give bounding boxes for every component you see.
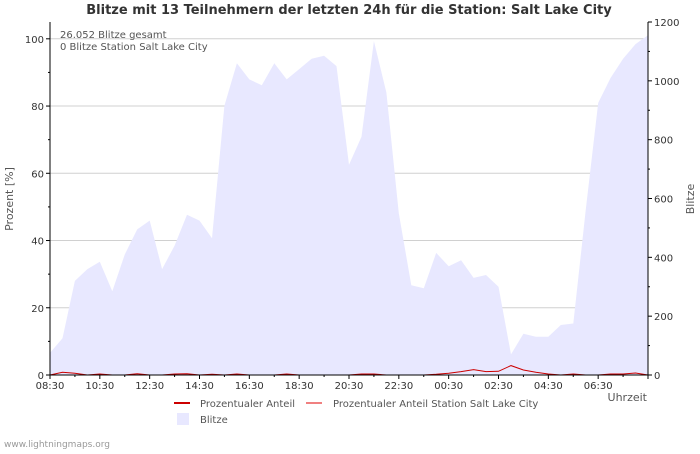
- x-tick-label: 06:30: [584, 381, 613, 392]
- x-tick-label: 16:30: [235, 381, 264, 392]
- legend-label-blitze: Blitze: [200, 415, 228, 426]
- x-tick-label: 00:30: [434, 381, 463, 392]
- y-left-tick-label: 60: [31, 169, 44, 180]
- x-tick-label: 12:30: [135, 381, 164, 392]
- y-left-tick-label: 100: [25, 35, 44, 46]
- x-tick-label: 04:30: [534, 381, 563, 392]
- x-tick-label: 14:30: [185, 381, 214, 392]
- x-axis-label: Uhrzeit: [608, 391, 648, 404]
- x-tick-label: 18:30: [285, 381, 314, 392]
- y-axis-right-label: Blitze: [684, 184, 697, 215]
- x-tick-label: 02:30: [484, 381, 513, 392]
- legend-label-prozentualer-anteil: Prozentualer Anteil: [200, 399, 295, 410]
- annotation-station: 0 Blitze Station Salt Lake City: [60, 42, 208, 53]
- x-tick-label: 10:30: [85, 381, 114, 392]
- legend-swatch-blitze: [177, 413, 189, 425]
- y-right-tick-label: 400: [654, 253, 673, 264]
- x-tick-label: 20:30: [335, 381, 364, 392]
- y-left-tick-label: 20: [31, 304, 44, 315]
- y-right-tick-label: 600: [654, 195, 673, 206]
- legend: Prozentualer Anteil Prozentualer Anteil …: [174, 399, 538, 426]
- y-right-tick-label: 200: [654, 312, 673, 323]
- y-left-tick-label: 80: [31, 102, 44, 113]
- x-tick-label: 08:30: [36, 381, 65, 392]
- y-right-tick-label: 1200: [654, 18, 679, 29]
- y-axis-left-label: Prozent [%]: [3, 167, 16, 231]
- footer-source: www.lightningmaps.org: [4, 440, 110, 450]
- legend-label-prozentualer-anteil-station: Prozentualer Anteil Station Salt Lake Ci…: [333, 399, 538, 410]
- chart-title: Blitze mit 13 Teilnehmern der letzten 24…: [86, 3, 612, 18]
- annotation-total: 26.052 Blitze gesamt: [60, 30, 167, 41]
- y-right-tick-label: 1000: [654, 77, 679, 88]
- series-blitze-area: [50, 35, 648, 375]
- y-left-tick-label: 0: [38, 371, 44, 382]
- y-right-tick-label: 800: [654, 136, 673, 147]
- y-right-tick-label: 0: [654, 371, 660, 382]
- y-left-tick-label: 40: [31, 237, 44, 248]
- area-layer: [50, 35, 648, 375]
- x-tick-label: 22:30: [384, 381, 413, 392]
